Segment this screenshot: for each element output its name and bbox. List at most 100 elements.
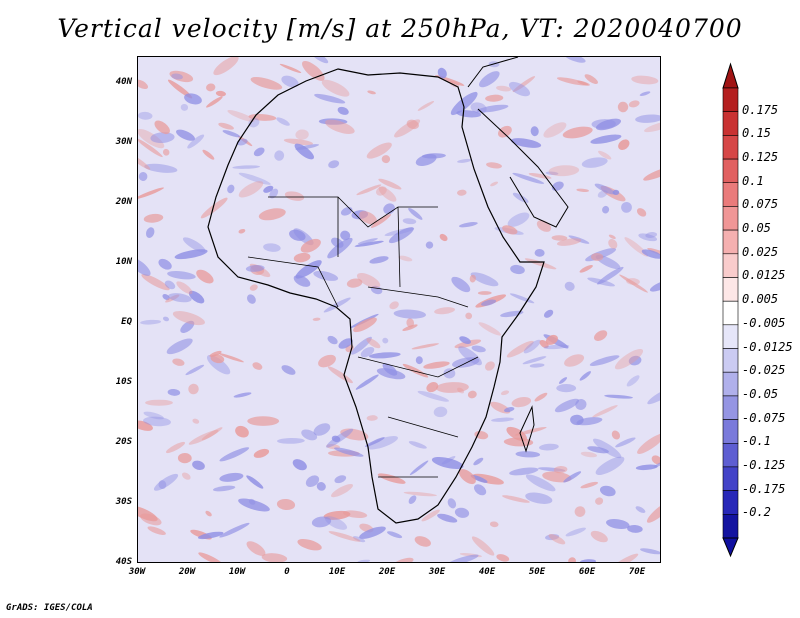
field-patch	[305, 475, 320, 488]
field-patch	[158, 480, 167, 489]
field-patch	[421, 509, 440, 522]
field-patch	[437, 67, 447, 79]
field-patch	[300, 238, 321, 253]
field-patch	[314, 93, 346, 104]
field-patch	[539, 443, 559, 451]
field-patch	[167, 271, 196, 280]
field-patch	[611, 430, 621, 440]
field-patch	[154, 120, 170, 135]
field-patch	[253, 147, 265, 157]
field-patch	[640, 548, 660, 555]
field-patch	[467, 390, 477, 399]
field-patch	[485, 94, 504, 102]
field-patch	[387, 531, 403, 539]
field-patch	[182, 237, 206, 253]
field-patch	[218, 122, 234, 130]
field-patch	[360, 346, 375, 358]
field-patch	[325, 119, 355, 134]
latitude-tick-label: EQ	[121, 317, 132, 327]
field-patch	[398, 255, 413, 262]
field-patch	[166, 338, 193, 355]
field-patch	[354, 240, 384, 247]
colorbar-cell	[722, 182, 739, 207]
field-patch	[635, 464, 658, 471]
field-patch	[394, 119, 421, 138]
field-patch	[564, 354, 585, 367]
field-patch	[338, 338, 353, 349]
field-patch	[316, 482, 326, 491]
field-patch	[180, 103, 189, 111]
field-patch	[253, 448, 270, 458]
colorbar-cell	[722, 490, 739, 515]
latitude-tick-label: 20S	[115, 437, 132, 447]
field-patch	[646, 501, 660, 523]
field-patch	[145, 399, 173, 406]
field-patch	[406, 119, 419, 130]
field-patch	[171, 73, 183, 80]
field-patch	[507, 212, 530, 227]
colorbar-cell	[722, 206, 739, 231]
field-patch	[581, 157, 608, 168]
field-patch	[594, 183, 616, 195]
field-patch	[564, 281, 575, 291]
longitude-tick-label: 0	[284, 567, 290, 577]
field-patch	[284, 191, 305, 201]
field-patch	[628, 355, 642, 366]
field-patch	[590, 134, 622, 144]
field-patch	[238, 172, 271, 185]
field-patch	[508, 81, 531, 97]
field-patch	[274, 150, 285, 161]
field-patch	[209, 350, 222, 357]
field-patch	[248, 498, 256, 505]
field-patch	[637, 433, 660, 454]
field-patch	[608, 239, 618, 249]
field-patch	[227, 184, 235, 194]
field-patch	[232, 165, 260, 169]
field-patch	[188, 383, 199, 395]
field-patch	[292, 459, 307, 471]
field-patch	[143, 213, 164, 223]
field-patch	[408, 441, 427, 449]
colorbar-cell	[722, 419, 739, 444]
field-patch	[318, 354, 336, 368]
field-patch	[321, 79, 350, 97]
field-patch	[459, 222, 478, 228]
field-patch	[198, 552, 223, 562]
field-patch	[457, 158, 472, 163]
field-patch	[222, 130, 241, 138]
field-patch	[556, 384, 577, 393]
colorbar-cell	[722, 395, 739, 420]
colorbar-cells	[722, 87, 739, 539]
field-patch	[327, 335, 338, 345]
latitude-tick-label: 40S	[115, 557, 132, 567]
field-patch	[138, 79, 149, 90]
field-patch	[212, 485, 236, 492]
field-patch	[604, 394, 633, 399]
arabia-coastline	[467, 57, 569, 228]
field-patch	[366, 337, 381, 349]
latitude-tick-label: 30N	[115, 137, 132, 147]
field-patch	[574, 506, 586, 517]
field-patch	[434, 307, 456, 315]
field-patch	[143, 411, 164, 420]
field-patch	[529, 363, 545, 368]
field-patch	[512, 192, 529, 203]
latitude-tick-label: 40N	[115, 77, 132, 87]
colorbar-cell	[722, 87, 739, 113]
field-patch	[417, 101, 435, 111]
field-patch	[496, 85, 512, 92]
field-patch	[177, 452, 192, 464]
field-patch	[473, 457, 484, 466]
field-patch	[342, 510, 368, 518]
field-patch	[158, 258, 172, 270]
colorbar-tick-label: -0.125	[742, 457, 786, 472]
field-patch	[334, 447, 364, 457]
field-patch	[439, 233, 448, 242]
field-patch	[162, 294, 170, 301]
field-patch	[356, 273, 381, 288]
field-patch	[472, 473, 504, 485]
field-patch	[180, 320, 195, 333]
field-patch	[233, 392, 252, 398]
field-patch	[431, 456, 464, 470]
field-patch	[524, 258, 557, 270]
